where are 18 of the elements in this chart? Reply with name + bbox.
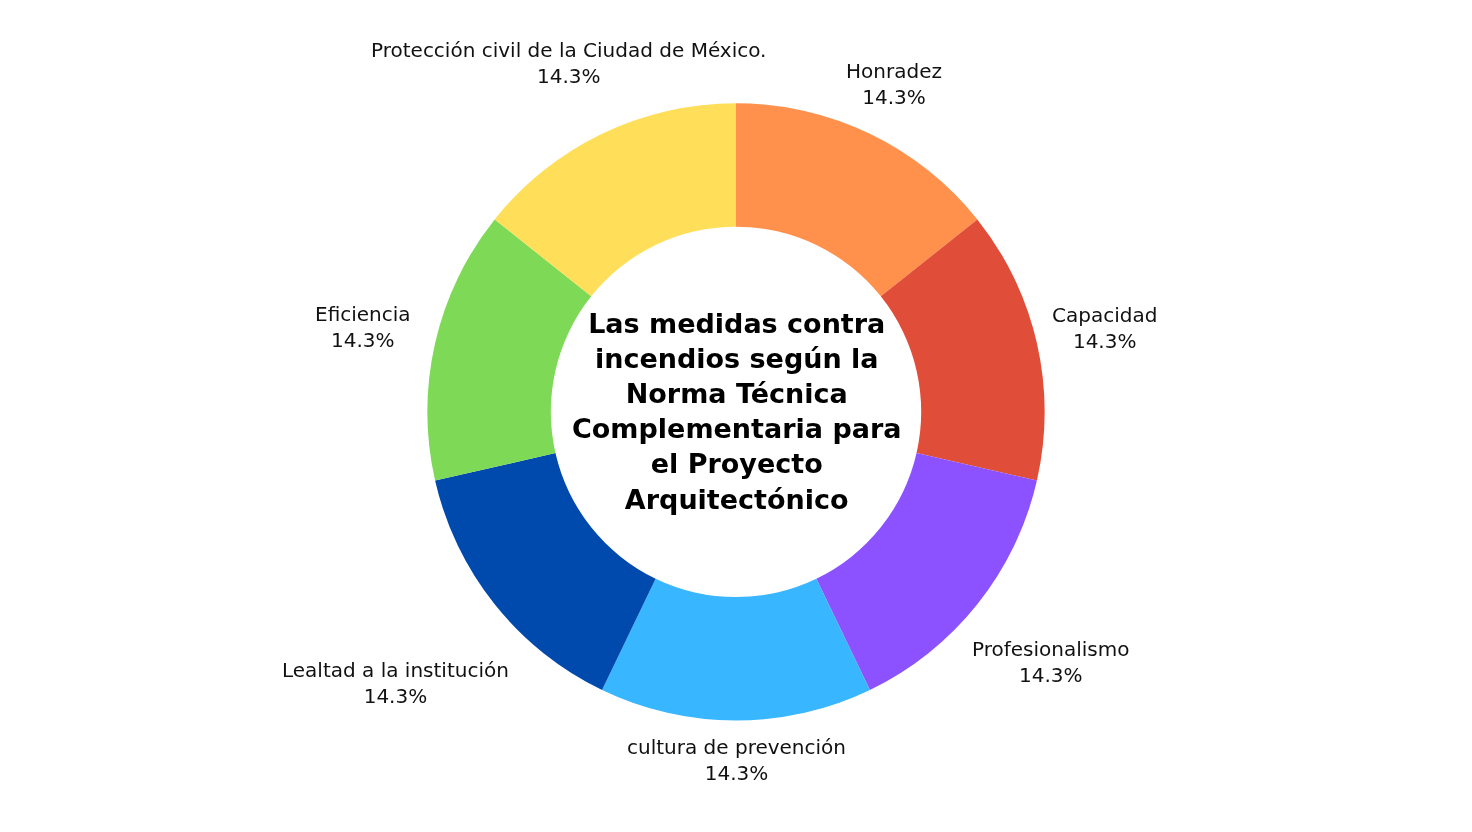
slice-label: Protección civil de la Ciudad de México. bbox=[371, 38, 767, 62]
text: Las medidas contra incendios según la Norma Técnica Complementaria para el Proyecto Arquitectónico bbox=[572, 308, 902, 515]
slice-label: Honradez bbox=[846, 59, 942, 83]
donut-slice bbox=[494, 103, 736, 297]
data-label: 14.3% bbox=[331, 328, 395, 352]
donut-slice bbox=[736, 103, 978, 297]
data-label: 14.3% bbox=[704, 761, 769, 785]
donut-slice bbox=[602, 578, 870, 720]
data-label: 14.3% bbox=[363, 684, 428, 708]
data-label: 14.3% bbox=[1072, 329, 1137, 353]
slice-label: Profesionalismo bbox=[972, 637, 1130, 661]
slice-label: Eficiencia bbox=[315, 302, 411, 326]
data-label: 14.3% bbox=[1018, 663, 1083, 687]
slice-label: Capacidad bbox=[1052, 303, 1158, 327]
data-label: 14.3% bbox=[862, 85, 926, 109]
data-label: 14.3% bbox=[536, 64, 601, 88]
slice-label: cultura de prevención bbox=[627, 735, 847, 759]
slice-label: Lealtad a la institución bbox=[282, 658, 509, 682]
